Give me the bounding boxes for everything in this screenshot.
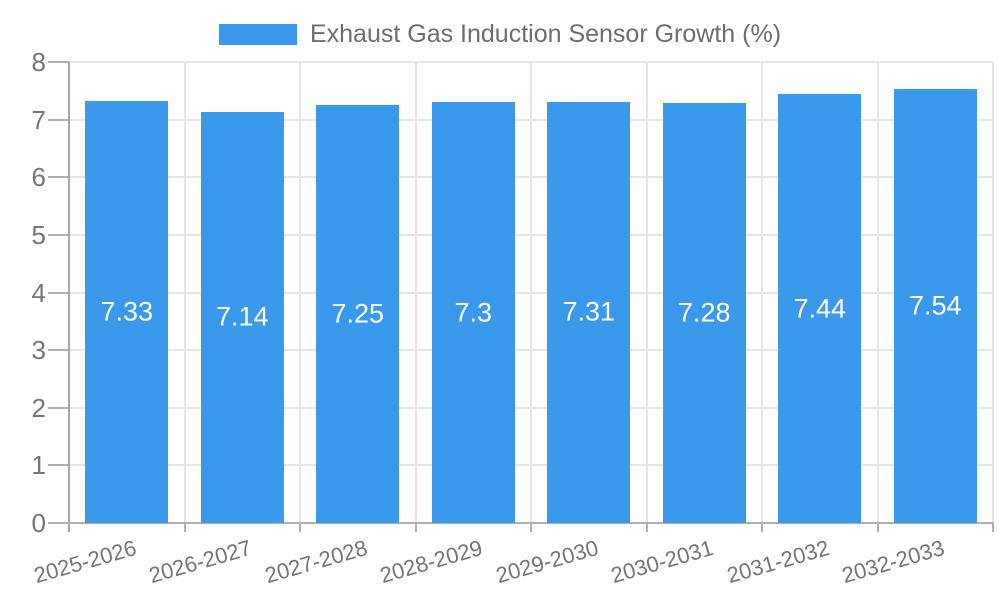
y-axis-tick	[48, 464, 69, 467]
bar	[662, 103, 746, 523]
gridline-vertical	[992, 62, 994, 523]
y-axis-tick	[48, 349, 69, 352]
bar-value-label: 7.54	[908, 290, 962, 321]
y-axis-tick	[48, 233, 69, 236]
y-axis-tick	[48, 406, 69, 409]
bar-value-label: 7.25	[331, 298, 385, 329]
chart-legend[interactable]: Exhaust Gas Induction Sensor Growth (%)	[0, 20, 1000, 49]
x-axis-tick	[761, 523, 763, 532]
x-tick-label: 2030-2031	[608, 535, 717, 589]
bar	[778, 94, 862, 523]
bar	[200, 111, 284, 523]
legend-swatch	[218, 24, 297, 46]
bar-value-label: 7.33	[100, 296, 154, 327]
x-tick-label: 2027-2028	[261, 535, 370, 589]
gridline-vertical	[183, 62, 186, 523]
bar	[893, 88, 977, 523]
x-tick-label: 2032-2033	[839, 535, 948, 589]
gridline-vertical	[414, 62, 417, 523]
y-tick-label: 3	[31, 335, 46, 366]
gridline-vertical	[645, 62, 648, 523]
gridline-vertical	[299, 62, 301, 523]
x-axis-tick	[876, 523, 879, 532]
y-axis-tick	[48, 291, 69, 294]
y-tick-label: 6	[31, 162, 46, 193]
x-tick-label: 2029-2030	[492, 535, 601, 589]
legend-label: Exhaust Gas Induction Sensor Growth (%)	[309, 20, 782, 48]
y-axis-line	[68, 62, 70, 532]
y-tick-label: 0	[31, 508, 46, 538]
bar-value-label: 7.31	[562, 296, 616, 327]
bar-value-label: 7.44	[793, 293, 847, 324]
y-tick-label: 5	[31, 219, 46, 250]
bar-value-label: 7.28	[677, 297, 731, 328]
y-axis-tick	[48, 61, 69, 63]
y-axis-tick	[48, 118, 69, 121]
y-tick-label: 4	[31, 277, 46, 308]
y-tick-label: 2	[31, 392, 46, 423]
bar-value-label: 7.3	[454, 297, 493, 328]
x-axis-tick	[414, 523, 417, 532]
bar	[316, 105, 400, 523]
x-tick-label: 2028-2029	[377, 535, 486, 589]
y-tick-label: 8	[31, 47, 46, 77]
gridline-vertical	[761, 62, 763, 523]
x-axis-tick	[645, 523, 648, 532]
x-tick-label: 2026-2027	[146, 535, 255, 589]
x-axis-tick	[992, 523, 994, 532]
x-tick-label: 2025-2026	[30, 535, 139, 589]
x-axis-line	[69, 522, 993, 524]
y-axis-tick	[48, 176, 69, 179]
bar-value-label: 7.14	[215, 301, 269, 332]
y-tick-label: 7	[31, 104, 46, 135]
bar	[85, 100, 169, 523]
bar	[547, 101, 631, 523]
x-axis-tick	[530, 523, 532, 532]
x-tick-label: 2031-2032	[723, 535, 832, 589]
bar	[431, 102, 515, 523]
y-axis-tick	[48, 522, 69, 524]
gridline-vertical	[530, 62, 532, 523]
x-axis-tick	[183, 523, 186, 532]
x-axis-tick	[299, 523, 301, 532]
y-tick-label: 1	[31, 450, 46, 481]
gridline-vertical	[876, 62, 879, 523]
